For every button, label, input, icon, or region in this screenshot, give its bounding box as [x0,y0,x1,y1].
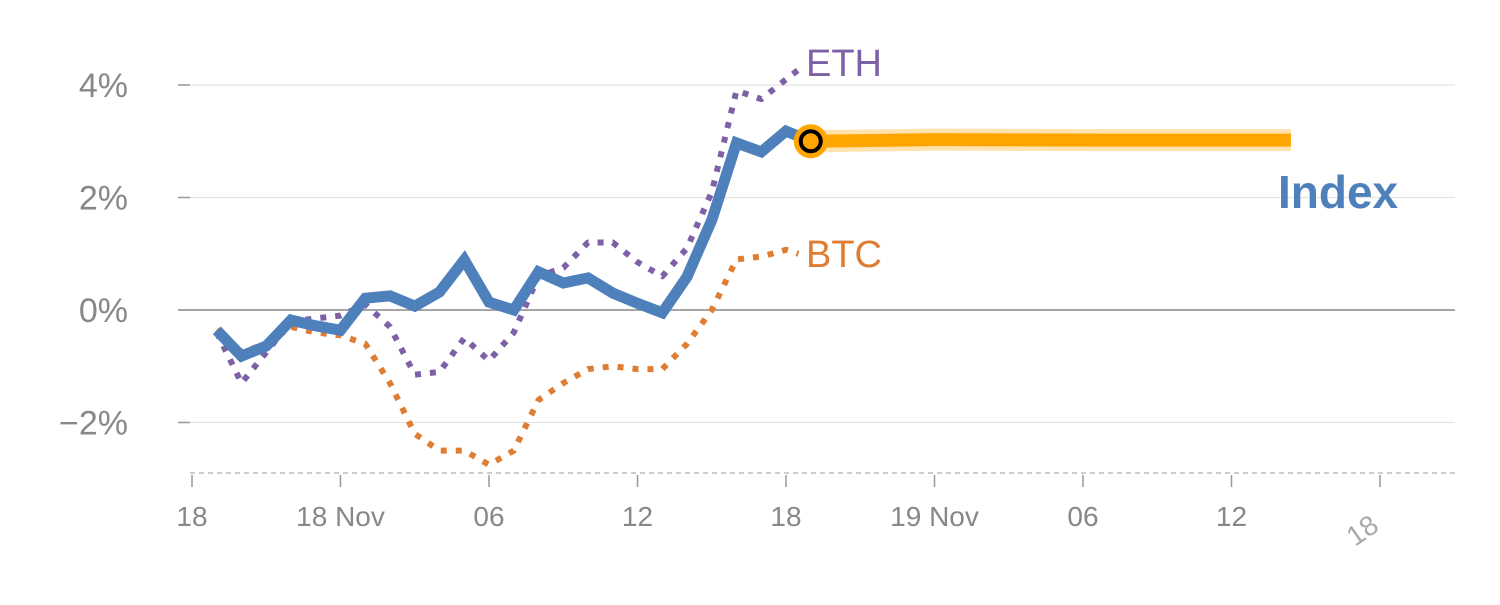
current-point-ring [798,129,823,154]
series-lines [212,67,1291,468]
x-tick-label: 12 [622,501,653,532]
y-tick-label: 4% [79,67,128,105]
y-tick-label: 0% [79,292,128,330]
series-label-btc: BTC [806,234,882,276]
y-tick-label: −2% [59,405,128,443]
x-tick-label: 18 [1341,509,1384,552]
series-labels: ETH BTC Index [806,43,1399,276]
x-tick-label: 19 Nov [890,501,979,532]
x-tick-label: 18 [176,501,207,532]
x-tick-label: 18 [770,501,801,532]
current-point-marker [793,124,828,159]
series-index-line [212,124,813,363]
axes: 4% 2% 0% −2% 18 18 Nov 06 12 18 19 Nov 06 12 18 [59,67,1455,552]
grid-lines [178,84,1455,424]
series-label-index: Index [1278,166,1399,218]
x-tick-label: 12 [1216,501,1247,532]
series-eth-line [214,67,801,387]
y-tick-label: 2% [79,180,128,218]
x-tick-label: 18 Nov [296,501,385,532]
series-forecast-line [810,133,1291,148]
series-label-eth: ETH [806,43,882,85]
x-tick-label: 06 [473,501,504,532]
x-tick-label: 06 [1067,501,1098,532]
series-btc-line [214,246,800,468]
